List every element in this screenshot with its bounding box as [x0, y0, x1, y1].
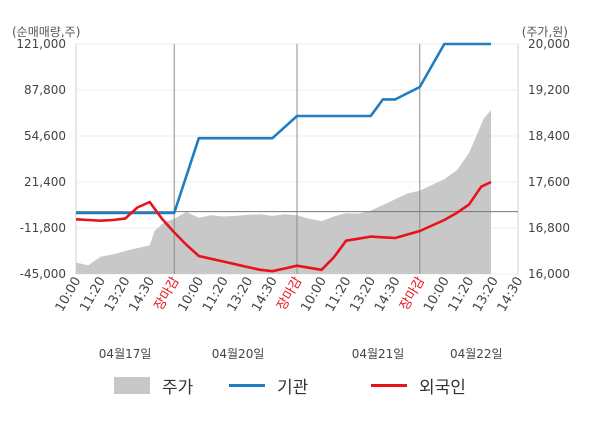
- legend-label-price: 주가: [162, 377, 194, 398]
- right-tick-label: 16,000: [528, 267, 570, 281]
- left-tick-label: 87,800: [24, 83, 66, 97]
- series-line-foreign: [75, 180, 492, 273]
- left-axis-title: (순매매량,주): [12, 25, 80, 39]
- series-area-price: [76, 110, 491, 274]
- date-label: 04월21일: [352, 347, 405, 361]
- chart: (순매매량,주) (주가,원) 121,000 87,800 54,600 21,400 -…: [12, 25, 570, 361]
- right-tick-label: 20,000: [528, 37, 570, 51]
- legend-label-institution: 기관: [277, 377, 309, 398]
- right-tick-label: 17,600: [528, 175, 570, 189]
- right-tick-label: 18,400: [528, 129, 570, 143]
- legend-item-price: 주가: [114, 370, 193, 400]
- x-tick-label: 14:30: [126, 275, 158, 315]
- legend-swatch-price: [114, 376, 150, 394]
- date-label: 04월22일: [450, 347, 503, 361]
- x-tick-label: 14:30: [372, 275, 404, 315]
- legend-label-foreign: 외국인: [419, 377, 466, 398]
- right-tick-label: 16,800: [528, 221, 570, 235]
- left-tick-label: 21,400: [24, 175, 66, 189]
- left-tick-label: 121,000: [16, 37, 66, 51]
- date-label: 04월17일: [99, 347, 152, 361]
- left-tick-label: -11,800: [20, 221, 66, 235]
- right-tick-label: 19,200: [528, 83, 570, 97]
- left-tick-label: -45,000: [20, 267, 66, 281]
- legend: 주가 기관 외국인: [0, 370, 600, 400]
- date-label: 04월20일: [212, 347, 265, 361]
- right-axis-title: (주가,원): [522, 25, 568, 39]
- x-tick-label: 14:30: [495, 275, 527, 315]
- legend-swatch-foreign: [371, 383, 407, 387]
- legend-item-institution: 기관: [229, 370, 308, 400]
- x-tick-label: 14:30: [249, 275, 281, 315]
- left-tick-label: 54,600: [24, 129, 66, 143]
- legend-swatch-institution: [229, 383, 265, 387]
- series-line-institution: [76, 42, 491, 215]
- legend-item-foreign: 외국인: [371, 370, 466, 400]
